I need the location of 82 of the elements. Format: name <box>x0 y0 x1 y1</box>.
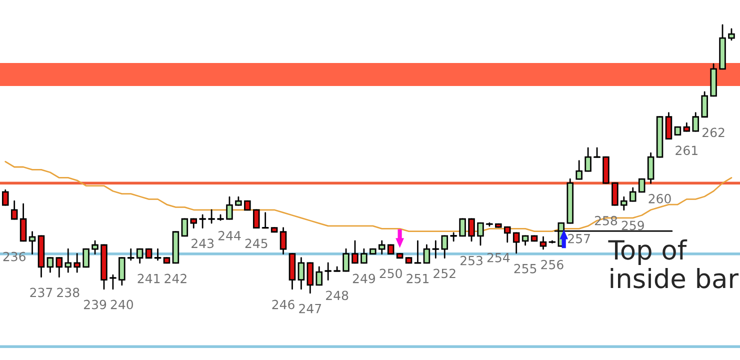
candlestick <box>199 214 206 229</box>
x-tick-label: 258 <box>594 216 618 226</box>
candlestick <box>118 257 126 286</box>
candlestick <box>298 257 305 290</box>
candlestick <box>82 248 90 268</box>
candlestick <box>46 257 54 273</box>
candlestick <box>181 218 188 237</box>
candlestick <box>378 240 386 255</box>
x-tick-label: 254 <box>487 252 510 262</box>
candlestick <box>647 152 654 184</box>
x-tick-label: 260 <box>648 194 671 204</box>
candlestick <box>629 187 636 202</box>
candlestick <box>28 231 36 255</box>
candlestick <box>423 244 430 264</box>
candlestick <box>352 240 358 264</box>
x-tick-label: 248 <box>326 290 348 300</box>
candlestick <box>728 28 735 41</box>
x-tick-label: 237 <box>30 288 52 298</box>
x-tick-label: 257 <box>568 234 590 244</box>
candlestick <box>441 235 448 259</box>
candlestick <box>540 236 547 250</box>
x-tick-label: 256 <box>541 260 564 270</box>
candlestick <box>620 196 628 211</box>
x-tick-label: 250 <box>380 268 402 278</box>
candlestick <box>306 262 314 294</box>
candlestick <box>208 209 216 224</box>
candlestick <box>109 274 116 290</box>
candlestick <box>154 248 162 261</box>
candlestick <box>512 232 520 254</box>
candlestick <box>360 248 368 264</box>
candlestick <box>64 248 72 273</box>
candlestick <box>92 240 98 255</box>
candlestick <box>612 182 618 206</box>
candlestick <box>593 147 601 158</box>
x-tick-label: 247 <box>299 304 322 314</box>
x-tick-label: 251 <box>406 274 429 284</box>
x-tick-label: 243 <box>192 238 214 248</box>
candlestick <box>280 227 287 255</box>
candlestick <box>252 209 260 229</box>
x-tick-label: 245 <box>245 238 268 248</box>
candlestick <box>701 91 708 118</box>
candlestick <box>665 112 672 140</box>
candlestick <box>56 257 63 278</box>
x-tick-label: 238 <box>57 288 80 298</box>
x-tick-label: 253 <box>460 256 482 266</box>
candlestick <box>324 262 332 281</box>
x-tick-label: 244 <box>218 230 241 240</box>
x-tick-label: 239 <box>84 300 106 310</box>
x-tick-label: 241 <box>138 274 160 284</box>
candlestick <box>20 203 27 242</box>
x-tick-label: 240 <box>110 300 134 310</box>
x-tick-label: 242 <box>164 274 186 284</box>
candlestick <box>432 240 440 259</box>
x-tick-label: 249 <box>352 274 375 284</box>
candlestick <box>450 232 458 242</box>
candlestick <box>226 196 233 220</box>
candlestick <box>262 212 269 229</box>
x-tick-label: 246 <box>272 300 294 310</box>
candlestick <box>316 266 323 286</box>
candlestick <box>2 189 9 206</box>
candlestick <box>10 200 18 220</box>
candlestick <box>584 147 592 172</box>
candlestick <box>638 178 646 193</box>
candlestick <box>522 235 529 246</box>
candlestick <box>414 240 422 264</box>
candlestick <box>468 218 475 242</box>
ref-line-label: Top of inside bar <box>608 239 739 288</box>
x-tick-label: 255 <box>514 264 536 274</box>
candlestick <box>334 266 341 272</box>
candlestick <box>459 218 466 237</box>
candlestick <box>342 248 350 272</box>
candlestick <box>136 248 144 264</box>
candlestick <box>74 253 80 273</box>
candlestick <box>477 222 484 246</box>
x-tick-label: 259 <box>622 220 644 230</box>
x-tick-label: 262 <box>702 128 724 138</box>
x-tick-label: 261 <box>676 146 698 156</box>
x-tick-label: 252 <box>434 268 456 278</box>
candlestick <box>576 160 582 180</box>
candlestick <box>504 226 511 243</box>
candlestick <box>692 112 700 132</box>
candlestick <box>127 248 134 261</box>
